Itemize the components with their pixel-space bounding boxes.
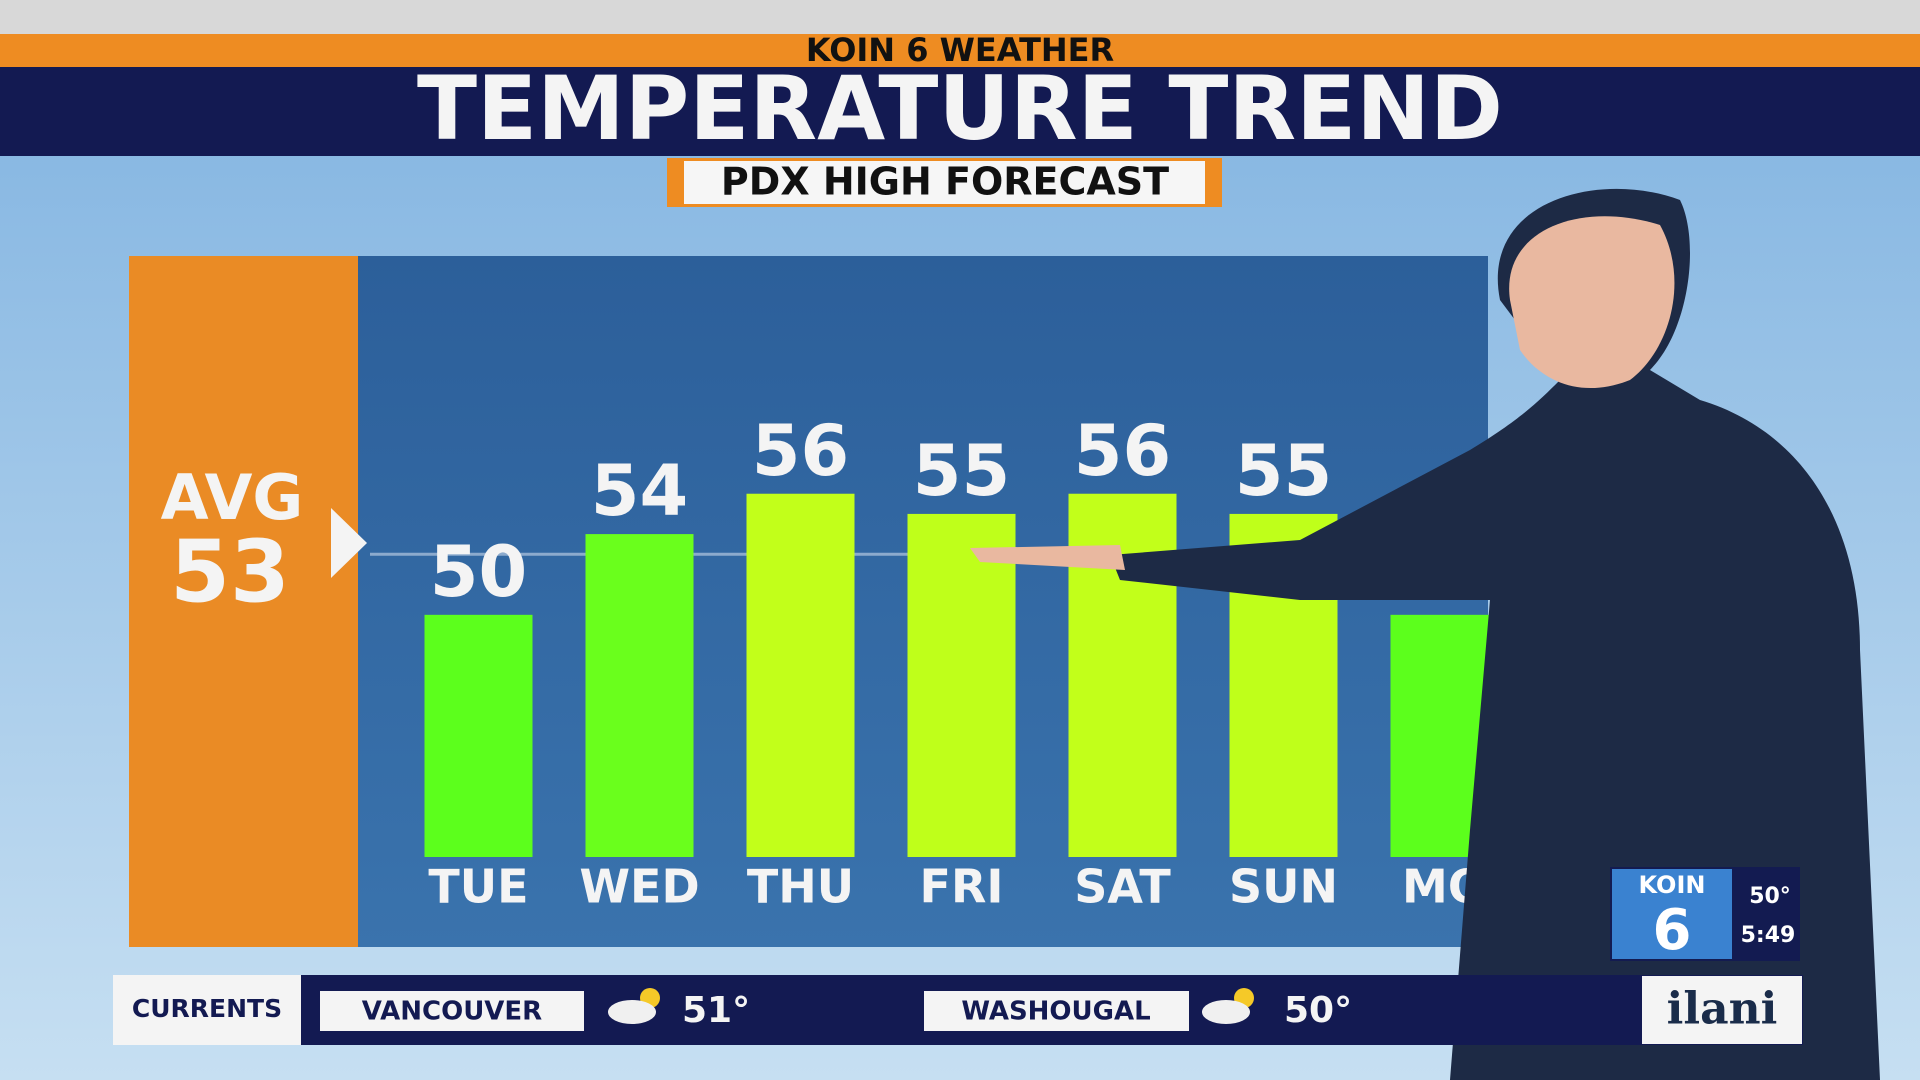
currents-label: CURRENTS: [132, 994, 282, 1023]
subtitle-box: [684, 161, 1205, 204]
avg-label: AVG: [161, 461, 304, 534]
weather-icon: [1202, 988, 1254, 1024]
x-tick-label: THU: [747, 860, 854, 914]
bar: [424, 614, 533, 857]
logo-channel: 6: [1653, 898, 1692, 963]
x-tick-label: TUE: [428, 860, 528, 914]
bug-temp: 50°: [1749, 884, 1791, 909]
value-label: 56: [752, 410, 849, 492]
chart-subtitle: PDX HIGH FORECAST: [721, 160, 1169, 204]
presenter: [1110, 188, 1880, 1080]
bar: [585, 534, 694, 857]
presenter-face: [1509, 216, 1675, 389]
station-temp: 51°: [682, 990, 750, 1031]
avg-panel: [129, 256, 358, 947]
x-tick-label: SAT: [1074, 860, 1171, 914]
bar: [746, 493, 855, 857]
value-label: 54: [591, 450, 688, 532]
x-tick-label: SUN: [1229, 860, 1338, 914]
value-label: 56: [1074, 410, 1171, 492]
station-city: WASHOUGAL: [961, 997, 1150, 1027]
bar: [907, 513, 1016, 857]
avg-arrow: [331, 508, 367, 578]
x-tick-label: FRI: [920, 860, 1004, 914]
chart-title: TEMPERATURE TREND: [417, 57, 1503, 160]
avg-value: 53: [170, 522, 290, 622]
weather-icon: [608, 988, 660, 1024]
brand-bar: [0, 34, 1920, 68]
top-strip: [0, 0, 1920, 34]
brand: KOIN 6 WEATHER: [806, 31, 1114, 69]
title-bar: [0, 67, 1920, 156]
x-tick-label: WED: [579, 860, 699, 914]
logo-box: [1612, 869, 1732, 959]
station-city: VANCOUVER: [362, 997, 542, 1027]
currents-box: [113, 975, 301, 1045]
sponsor-box: [1642, 976, 1802, 1044]
value-label: 55: [913, 430, 1010, 512]
sponsor: ilani: [1667, 984, 1778, 1035]
presenter-hand: [970, 545, 1125, 570]
value-label: 50: [430, 531, 527, 613]
station-box: [924, 991, 1189, 1031]
logo: KOIN: [1639, 871, 1706, 899]
station-temp: 50°: [1284, 990, 1352, 1031]
value-label: 55: [1235, 430, 1332, 512]
bug-time: 5:49: [1741, 923, 1796, 948]
station-box: [320, 991, 584, 1031]
